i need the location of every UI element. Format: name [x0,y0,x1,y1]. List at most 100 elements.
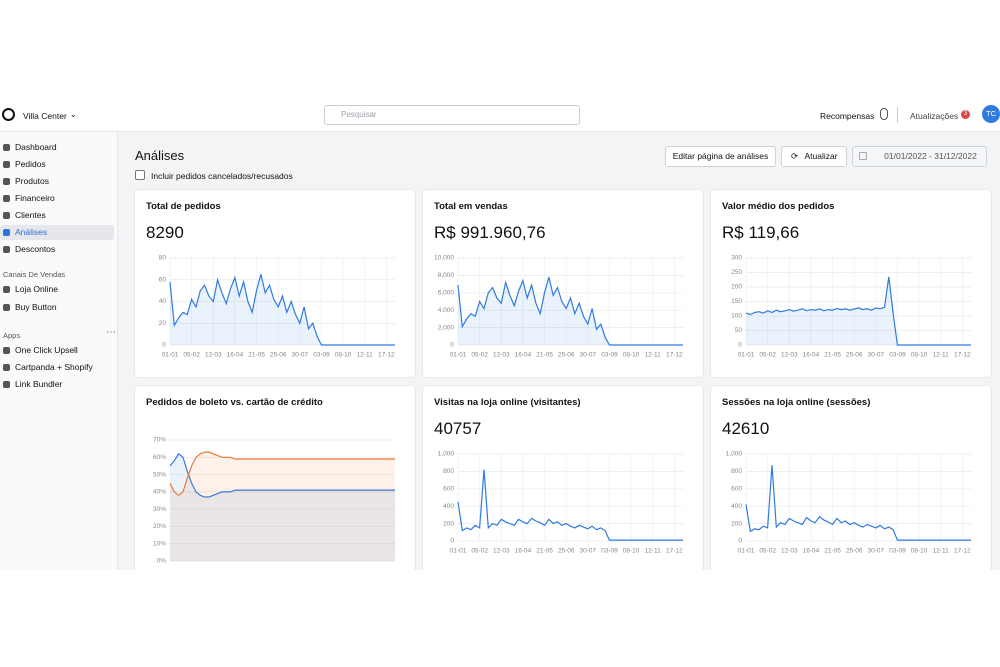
x-tick-label: 12-03 [205,352,222,359]
card-title: Total de pedidos [146,201,221,212]
y-tick-label: 300 [731,255,742,262]
area [170,453,395,561]
nav-item[interactable]: Pedidos [0,157,114,172]
nav-item[interactable]: Dashboard [0,140,114,155]
chart-card: Valor médio dos pedidos R$ 119,66 0 50 100 15… [711,190,991,377]
x-tick-label: 12-11 [357,352,374,359]
area [458,277,683,345]
app: Villa Center ⌄ Pesquisar Recompensas Atu… [0,100,1000,570]
card-value: 42610 [722,419,770,438]
nav-icon [3,144,10,151]
x-tick-label: 03-09 [889,548,906,555]
section-title: Apps [3,331,21,340]
x-tick-label: 25-06 [846,548,863,555]
nav-item[interactable]: Buy Button [0,300,114,315]
chevron[interactable]: ⌄ [70,110,77,119]
area [746,276,971,345]
nav-item[interactable]: One Click Upsell [0,343,114,358]
card-value: R$ 119,66 [722,223,800,242]
x-tick-label: 12-03 [781,352,798,359]
y-tick-label: 400 [443,503,454,510]
line [169,452,395,498]
nav-item[interactable]: Loja Online [0,282,114,297]
x-tick-label: 01-01 [450,352,467,359]
x-tick-label: 16-04 [515,352,532,359]
card-title: Sessões na loja online (sessões) [722,397,871,408]
x-tick-label: 16-04 [227,352,244,359]
x-tick-label: 12-03 [781,548,798,555]
y-tick-label: 20% [153,523,166,530]
nav-label: Cartpanda + Shopify [15,362,93,372]
y-tick-label: 10% [153,540,166,547]
card-title: Total em vendas [434,201,508,212]
x-tick-label: 16-04 [515,548,532,555]
nav-icon [3,347,10,354]
date-range[interactable]: 01/01/2022 - 31/12/2022 [852,146,987,167]
refresh-button[interactable]: ⟳ Atualizar [781,146,847,167]
y-tick-label: 60 [159,276,167,283]
nav-item[interactable]: Produtos [0,174,114,189]
x-tick-label: 03-09 [601,352,618,359]
more[interactable]: ⋯ [106,327,116,338]
updates[interactable]: Atualizações [910,111,959,121]
x-tick-label: 03-09 [601,548,618,555]
x-tick-label: 12-03 [493,352,510,359]
chart-card: Total de pedidos 8290 0 20 40 60 80 01-01 05-02 1… [135,190,415,377]
y-tick-label: 0 [738,342,742,349]
nav-label: One Click Upsell [15,345,78,355]
edit-button[interactable]: Editar página de análises [665,146,776,167]
x-tick-label: 05-02 [471,548,488,555]
x-tick-label: 21-05 [536,352,553,359]
y-tick-label: 150 [731,298,742,305]
x-tick-label: 01-01 [738,352,755,359]
x-tick-label: 21-05 [248,352,265,359]
rewards[interactable]: Recompensas [820,111,875,121]
nav-item[interactable]: Link Bundler [0,377,114,392]
nav-label: Dashboard [15,142,57,152]
nav-item[interactable]: Clientes [0,208,114,223]
x-tick-label: 30-07 [867,548,884,555]
chart: 0 200 400 600 800 1,000 01-01 05-02 12-03 16-04 21… [438,451,683,555]
y-tick-label: 10,000 [434,255,454,262]
y-tick-label: 80 [159,255,167,262]
nav-item[interactable]: Financeiro [0,191,114,206]
refresh-icon: ⟳ [791,151,799,161]
line [169,451,395,497]
avatar[interactable]: TC [982,105,1000,123]
nav-icon [3,229,10,236]
y-tick-label: 200 [731,284,742,291]
x-tick-label: 21-05 [536,548,553,555]
card-value: R$ 991.960,76 [434,223,546,242]
nav-label: Descontos [15,244,56,254]
nav-icon [3,364,10,371]
nav-icon [3,195,10,202]
x-tick-label: 30-07 [867,352,884,359]
nav-item[interactable]: Descontos [0,242,114,257]
nav-label: Clientes [15,210,46,220]
nav-label: Financeiro [15,193,55,203]
chart: 0 200 400 600 800 1,000 01-01 05-02 12-03 16-04 21… [726,451,971,555]
chart: 0 20 40 60 80 01-01 05-02 12-03 16-04 21-05 25-06 3… [159,255,395,359]
x-tick-label: 01-01 [738,548,755,555]
y-tick-label: 20 [159,320,167,327]
y-tick-label: 50 [735,327,743,334]
search[interactable]: Pesquisar [324,105,580,125]
y-tick-label: 250 [731,269,742,276]
y-tick-label: 40 [159,298,167,305]
x-tick-label: 25-06 [270,352,287,359]
card-title: Visitas na loja online (visitantes) [434,397,581,408]
card-title: Valor médio dos pedidos [722,201,835,212]
x-tick-label: 25-06 [558,548,575,555]
store-name[interactable]: Villa Center [23,111,67,121]
x-tick-label: 30-07 [579,352,596,359]
x-tick-label: 05-02 [471,352,488,359]
nav-icon [3,246,10,253]
nav-item[interactable]: Cartpanda + Shopify [0,360,114,375]
chart: 0% 10% 20% 30% 40% 50% 60% 70% [153,437,395,565]
y-tick-label: 600 [731,486,742,493]
nav-item[interactable]: Análises [0,225,114,240]
chart-card: Pedidos de boleto vs. cartão de crédito 0… [135,386,415,570]
checkbox[interactable] [135,170,145,180]
x-tick-label: 17-12 [666,548,683,555]
